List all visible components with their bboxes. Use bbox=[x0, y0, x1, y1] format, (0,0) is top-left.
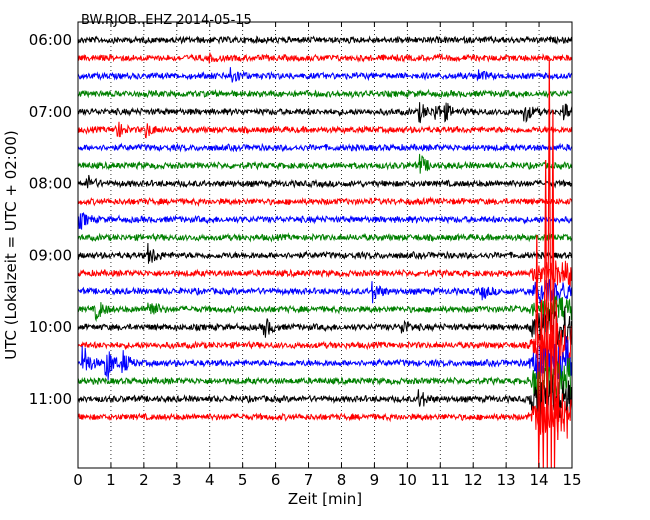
x-tick-label: 2 bbox=[139, 471, 149, 489]
trace-row-14 bbox=[78, 279, 572, 305]
trace-row-13 bbox=[78, 260, 572, 287]
x-tick-label: 12 bbox=[464, 471, 483, 489]
x-tick-label: 3 bbox=[172, 471, 182, 489]
trace-row-11 bbox=[78, 232, 572, 243]
plot-frame bbox=[77, 21, 573, 469]
seismic-traces bbox=[78, 35, 572, 439]
x-tick-label: 10 bbox=[398, 471, 417, 489]
x-tick-label: 11 bbox=[431, 471, 450, 489]
x-tick-label: 1 bbox=[106, 471, 116, 489]
x-tick-label: 9 bbox=[370, 471, 380, 489]
trace-row-9 bbox=[78, 196, 572, 207]
trace-row-3 bbox=[78, 88, 572, 100]
trace-row-6 bbox=[78, 142, 572, 153]
y-axis-label: UTC (Lokalzeit = UTC + 02:00) bbox=[2, 130, 20, 360]
x-tick-label: 8 bbox=[337, 471, 347, 489]
plot-background bbox=[78, 22, 572, 468]
y-tick-label: 09:00 bbox=[29, 246, 72, 264]
trace-row-15 bbox=[78, 295, 572, 323]
y-tick-label: 07:00 bbox=[29, 103, 72, 121]
trace-row-8 bbox=[78, 174, 572, 189]
y-tick-label: 11:00 bbox=[29, 390, 72, 408]
x-tick-label: 5 bbox=[238, 471, 248, 489]
y-tick-label: 10:00 bbox=[29, 318, 72, 336]
chart-title: BW.RJOB..EHZ 2014-05-15 bbox=[81, 13, 252, 28]
trace-row-20 bbox=[78, 373, 572, 422]
trace-row-7 bbox=[78, 153, 572, 174]
x-tick-label: 4 bbox=[205, 471, 215, 489]
trace-row-19 bbox=[78, 355, 572, 407]
trace-row-5 bbox=[78, 121, 572, 139]
y-tick-label: 06:00 bbox=[29, 31, 72, 49]
x-axis-label: Zeit [min] bbox=[288, 490, 362, 508]
earthquake-spikes bbox=[535, 59, 561, 468]
x-tick-label: 15 bbox=[562, 471, 581, 489]
trace-row-0 bbox=[78, 35, 572, 45]
x-axis-ticks: 0 1 2 3 4 5 6 7 8 9 10 11 12 13 14 15 bbox=[73, 22, 582, 489]
trace-row-2 bbox=[78, 67, 572, 83]
trace-row-12 bbox=[78, 242, 572, 264]
y-axis-ticks: 06:00 07:00 08:00 09:00 10:00 11:00 bbox=[29, 31, 572, 408]
trace-row-4 bbox=[78, 102, 572, 124]
trace-row-16 bbox=[78, 306, 572, 347]
x-tick-label: 13 bbox=[497, 471, 516, 489]
quake-spike bbox=[535, 59, 561, 468]
x-tick-label: 7 bbox=[304, 471, 314, 489]
x-tick-label: 0 bbox=[73, 471, 83, 489]
trace-row-18 bbox=[78, 336, 572, 383]
x-tick-label: 6 bbox=[271, 471, 281, 489]
x-tick-label: 14 bbox=[530, 471, 549, 489]
trace-row-1 bbox=[78, 52, 572, 64]
trace-row-17 bbox=[78, 322, 572, 370]
y-tick-label: 08:00 bbox=[29, 175, 72, 193]
trace-row-21 bbox=[78, 393, 572, 439]
trace-row-10 bbox=[78, 211, 572, 231]
